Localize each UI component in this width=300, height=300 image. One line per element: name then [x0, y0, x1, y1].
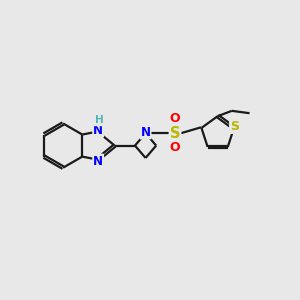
Text: O: O: [169, 112, 180, 125]
Text: S: S: [170, 126, 180, 141]
Text: S: S: [230, 120, 239, 133]
Text: N: N: [141, 125, 151, 139]
Text: N: N: [93, 124, 103, 136]
Text: N: N: [93, 154, 103, 167]
Text: H: H: [95, 116, 103, 125]
Text: O: O: [169, 141, 180, 154]
